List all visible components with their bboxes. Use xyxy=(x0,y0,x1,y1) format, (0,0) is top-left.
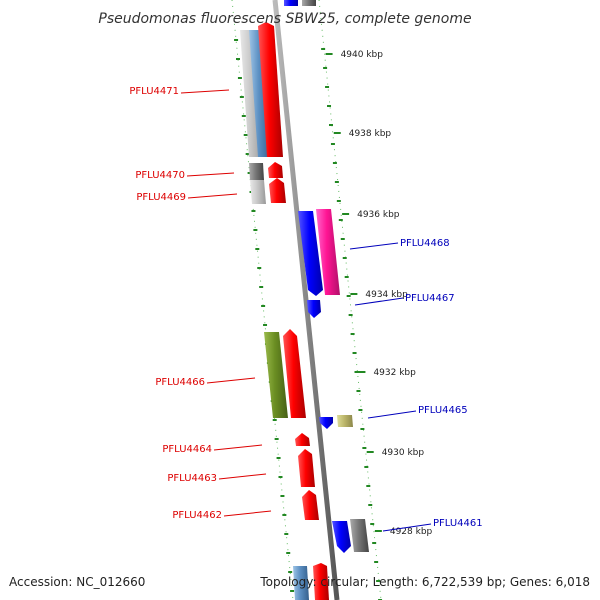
gene-label-layer: PFLU4471 PFLU4470 PFLU4469 PFLU4468 PFLU4467… xyxy=(129,86,483,532)
gene-label-pflu4467[interactable]: PFLU4467 xyxy=(405,293,455,304)
gene-arrow xyxy=(293,566,309,600)
genome-backbone xyxy=(272,0,340,600)
gene-leader-line xyxy=(186,172,235,177)
gene-leader-line xyxy=(213,444,263,451)
gene-arrow xyxy=(316,209,340,295)
gene-label-pflu4464[interactable]: PFLU4464 xyxy=(162,444,212,455)
gene-arrow xyxy=(307,300,321,318)
gene-feature-pflu4461[interactable] xyxy=(332,519,369,553)
gene-leader-line xyxy=(218,473,267,480)
gene-feature-pflu4469[interactable] xyxy=(250,178,286,204)
gene-arrow xyxy=(250,180,266,204)
scale-layer: 4940 kbp 4938 kbp 4936 kbp 4934 kbp 4932 kbp… xyxy=(325,50,433,537)
gene-leader-line xyxy=(354,297,404,306)
gene-arrow xyxy=(283,329,306,418)
gene-arrow xyxy=(258,22,283,157)
gene-arrow xyxy=(284,0,298,6)
gene-feature-top-partial xyxy=(284,0,316,6)
gene-label-pflu4468[interactable]: PFLU4468 xyxy=(400,238,450,249)
gene-arrow xyxy=(268,162,283,178)
gene-leader-line xyxy=(187,193,238,199)
scale-label: 4930 kbp xyxy=(382,448,425,458)
gene-leader-line xyxy=(382,523,432,532)
gene-leader-line xyxy=(367,410,417,419)
gene-feature-pflu4468[interactable] xyxy=(298,209,340,296)
gene-arrow xyxy=(313,563,329,600)
gene-arrow xyxy=(302,490,319,520)
gene-arrow xyxy=(332,521,351,553)
gene-leader-line xyxy=(223,510,272,517)
gene-label-pflu4463[interactable]: PFLU4463 xyxy=(167,473,217,484)
gene-arrow xyxy=(319,417,333,429)
gene-feature-pflu4467[interactable] xyxy=(307,300,321,318)
gene-feature-pflu4464[interactable] xyxy=(295,433,310,446)
gene-leader-line xyxy=(349,242,399,250)
gene-label-pflu4469[interactable]: PFLU4469 xyxy=(136,192,186,203)
gene-label-pflu4462[interactable]: PFLU4462 xyxy=(172,510,222,521)
gene-label-pflu4465[interactable]: PFLU4465 xyxy=(418,405,468,416)
gene-feature-pflu4470[interactable] xyxy=(249,162,283,180)
gene-arrow xyxy=(249,163,264,180)
accession-text: Accession: NC_012660 xyxy=(9,575,145,589)
gene-arrow xyxy=(264,332,288,418)
gene-feature-bottom-partial xyxy=(293,563,329,600)
gene-arrow xyxy=(298,211,323,296)
gene-arrow xyxy=(269,178,286,203)
gene-label-pflu4470[interactable]: PFLU4470 xyxy=(135,170,185,181)
gene-arrow xyxy=(350,519,369,552)
scale-label: 4938 kbp xyxy=(349,129,392,139)
gene-feature-pflu4462[interactable] xyxy=(302,490,319,520)
gene-arrow xyxy=(298,449,315,487)
genome-title: Pseudomonas fluorescens SBW25, complete … xyxy=(98,11,471,27)
gene-feature-pflu4466[interactable] xyxy=(264,329,306,418)
scale-label: 4934 kbp xyxy=(365,290,408,300)
scale-label: 4932 kbp xyxy=(373,368,416,378)
scale-label: 4936 kbp xyxy=(357,210,400,220)
gene-label-pflu4466[interactable]: PFLU4466 xyxy=(155,377,205,388)
topology-text: Topology: circular; Length: 6,722,539 bp… xyxy=(259,575,590,589)
gene-leader-line xyxy=(180,89,230,94)
gene-feature-pflu4471[interactable] xyxy=(240,22,283,157)
scale-label: 4928 kbp xyxy=(390,527,433,537)
gene-label-pflu4461[interactable]: PFLU4461 xyxy=(433,518,483,529)
gene-arrow xyxy=(337,415,353,427)
gene-arrow xyxy=(295,433,310,446)
gene-leader-line xyxy=(206,377,256,384)
gene-arrow xyxy=(302,0,316,6)
gene-feature-pflu4463[interactable] xyxy=(298,449,315,487)
scale-label: 4940 kbp xyxy=(341,50,384,60)
gene-label-pflu4471[interactable]: PFLU4471 xyxy=(129,86,179,97)
gene-feature-pflu4465[interactable] xyxy=(319,415,353,429)
